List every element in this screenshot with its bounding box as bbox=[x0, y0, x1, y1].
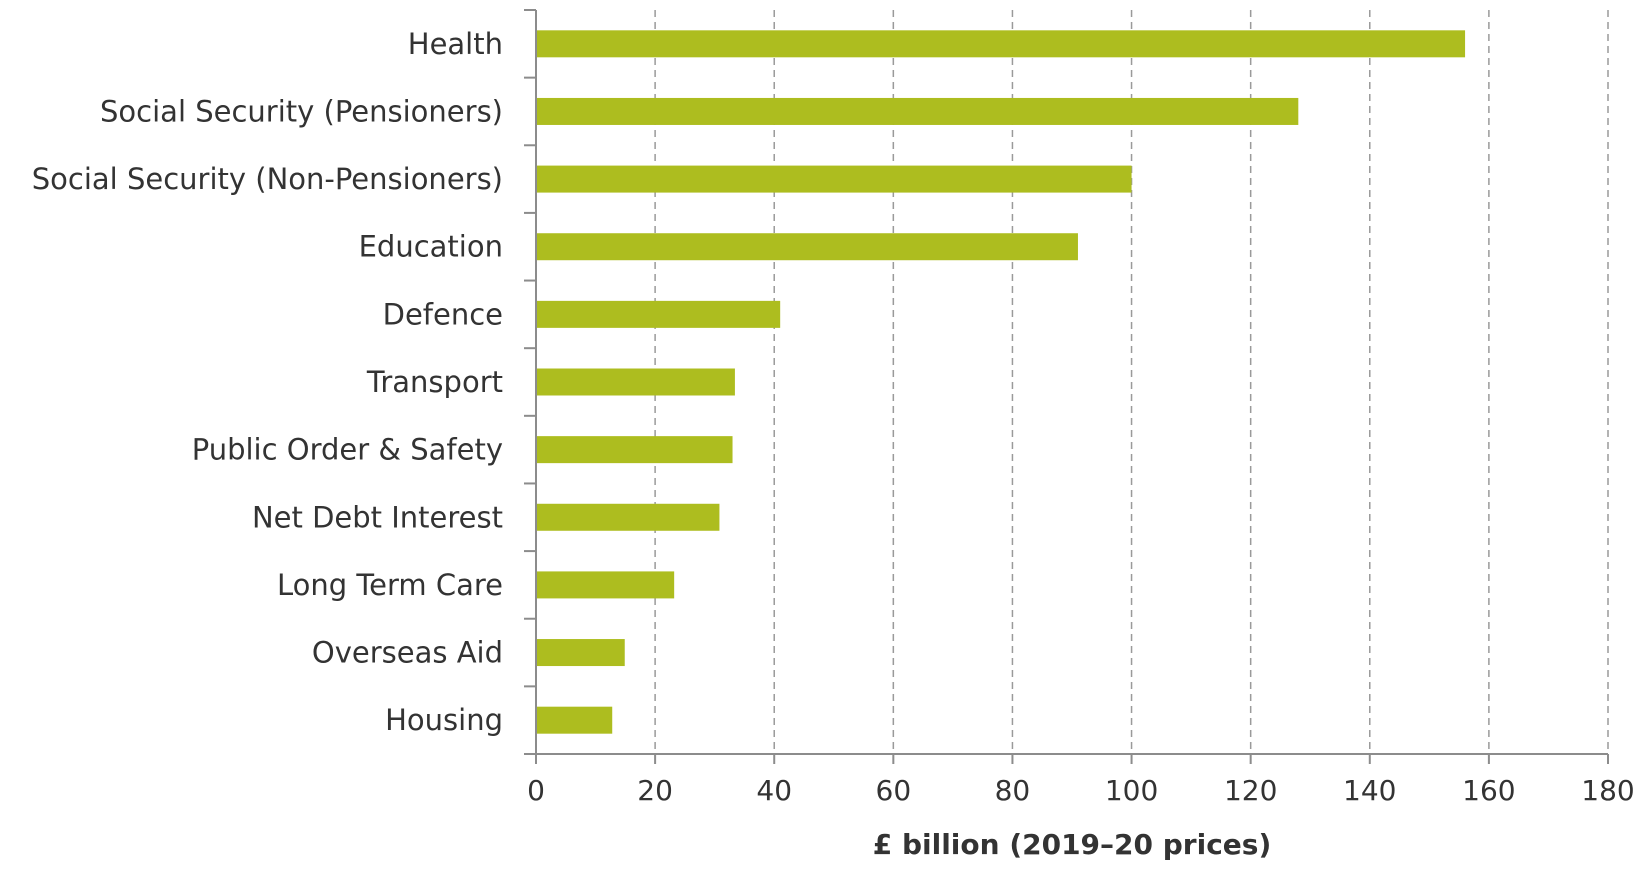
bar-net-debt-interest bbox=[536, 503, 720, 531]
category-label: Long Term Care bbox=[277, 568, 503, 602]
gridlines bbox=[654, 10, 1609, 754]
bar-overseas-aid bbox=[536, 639, 625, 667]
category-label: Net Debt Interest bbox=[252, 500, 503, 534]
category-label: Defence bbox=[383, 297, 503, 331]
category-label: Education bbox=[359, 230, 503, 264]
x-tick-label: 40 bbox=[756, 774, 792, 807]
category-label: Transport bbox=[366, 365, 503, 399]
labels: 0 20 40 60 80 100 120 140 160 180 Health Social Sec… bbox=[32, 27, 1635, 807]
x-tick-label: 140 bbox=[1343, 774, 1396, 807]
category-label: Social Security (Pensioners) bbox=[100, 94, 503, 128]
category-label: Social Security (Non-Pensioners) bbox=[32, 162, 503, 196]
bar-long-term-care bbox=[536, 571, 675, 599]
x-tick-label: 180 bbox=[1581, 774, 1634, 807]
bar-health bbox=[536, 30, 1466, 58]
category-label: Housing bbox=[385, 703, 503, 737]
bar-education bbox=[536, 233, 1078, 261]
bar-social-security-pensioners- bbox=[536, 97, 1299, 125]
category-label: Overseas Aid bbox=[312, 636, 503, 670]
x-tick-label: 20 bbox=[637, 774, 673, 807]
bar-defence bbox=[536, 300, 781, 328]
x-tick-label: 80 bbox=[995, 774, 1031, 807]
category-label: Health bbox=[408, 27, 503, 61]
x-tick-label: 60 bbox=[876, 774, 912, 807]
x-axis-title: £ billion (2019–20 prices) bbox=[873, 828, 1272, 861]
x-tick-label: 160 bbox=[1462, 774, 1515, 807]
bar-transport bbox=[536, 368, 735, 396]
bar-housing bbox=[536, 706, 613, 734]
x-tick-label: 0 bbox=[527, 774, 545, 807]
bar-public-order-safety bbox=[536, 436, 733, 464]
bars bbox=[536, 30, 1466, 734]
axes bbox=[524, 9, 1609, 764]
bar-social-security-non-pensioners- bbox=[536, 165, 1132, 193]
x-tick-label: 120 bbox=[1224, 774, 1277, 807]
category-label: Public Order & Safety bbox=[192, 433, 503, 467]
x-tick-label: 100 bbox=[1105, 774, 1158, 807]
